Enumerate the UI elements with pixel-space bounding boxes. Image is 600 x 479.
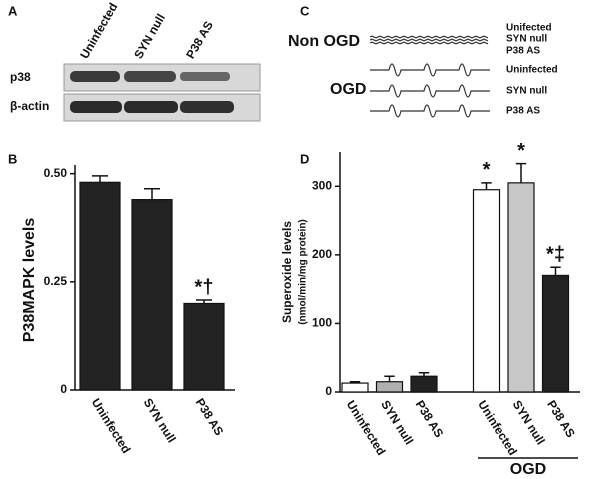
- trace: [370, 84, 490, 98]
- bar: [541, 274, 570, 393]
- y-tick-label: 300: [312, 178, 332, 192]
- group-label: OGD: [330, 81, 366, 98]
- error-bar: [349, 380, 361, 384]
- bar-annotation: *: [483, 159, 491, 181]
- y-tick-label: 200: [312, 247, 332, 261]
- error-bar: [418, 372, 430, 377]
- error-bar: [144, 188, 160, 200]
- y-tick-label: 0: [60, 382, 67, 396]
- lane-label: P38 AS: [183, 19, 216, 61]
- group-label: Non OGD: [288, 33, 360, 50]
- bar: [410, 375, 438, 393]
- x-tick-label: P38 AS: [413, 398, 447, 440]
- epr-traces: [369, 35, 490, 118]
- x-tick-label: SYN null: [378, 398, 416, 447]
- bar: [507, 182, 535, 393]
- trace-label: SYN null: [506, 86, 547, 97]
- trace-label: SYN null: [506, 34, 547, 45]
- lane-label: SYN null: [131, 11, 168, 61]
- bar-annotation: *: [517, 140, 525, 162]
- bar: [183, 302, 225, 391]
- row-label: β-actin: [10, 99, 49, 113]
- lane-label: Uninfected: [77, 0, 120, 61]
- group-label: OGD: [510, 461, 546, 478]
- trace: [369, 35, 489, 39]
- error-bar: [92, 175, 108, 183]
- bar: [79, 181, 121, 391]
- x-tick-label: Uninfected: [89, 396, 134, 456]
- trace-label: Uninfected: [506, 65, 558, 76]
- bar: [472, 189, 501, 393]
- y-tick-label: 100: [312, 316, 332, 330]
- trace: [369, 38, 489, 42]
- panel-label: D: [300, 151, 309, 166]
- bar-annotation: *‡: [546, 243, 565, 265]
- trace: [369, 41, 489, 45]
- bar: [131, 199, 173, 391]
- y-tick-label: 0.25: [44, 274, 68, 288]
- x-tick-label: P38 AS: [193, 396, 227, 438]
- trace-label: P38 AS: [506, 46, 540, 57]
- y-axis-label: (nmol/min/mg protein): [298, 219, 309, 325]
- trace-label: P38 AS: [506, 106, 540, 117]
- y-tick-label: 0.50: [44, 166, 68, 180]
- panel-label: B: [8, 151, 17, 166]
- bar: [341, 382, 369, 393]
- trace: [370, 104, 490, 118]
- panel-label: A: [8, 3, 18, 18]
- error-bar: [384, 375, 395, 382]
- bar-annotation: *†: [195, 276, 214, 298]
- y-axis-label: P38MAPK levels: [21, 218, 38, 343]
- x-tick-label: SYN null: [510, 398, 548, 447]
- error-bar: [196, 299, 212, 304]
- row-label: p38: [10, 70, 31, 84]
- panel-label: C: [300, 3, 310, 18]
- trace: [370, 63, 490, 77]
- x-tick-label: SYN null: [141, 396, 179, 445]
- y-tick-label: 0: [325, 384, 332, 398]
- trace-label: Unifected: [506, 23, 552, 34]
- x-tick-label: P38 AS: [544, 398, 578, 440]
- y-axis-label: Superoxide levels: [280, 221, 294, 323]
- error-bar: [515, 162, 527, 183]
- error-bar: [481, 182, 492, 190]
- error-bar: [550, 266, 561, 276]
- bar: [375, 381, 404, 393]
- blot: [63, 63, 261, 122]
